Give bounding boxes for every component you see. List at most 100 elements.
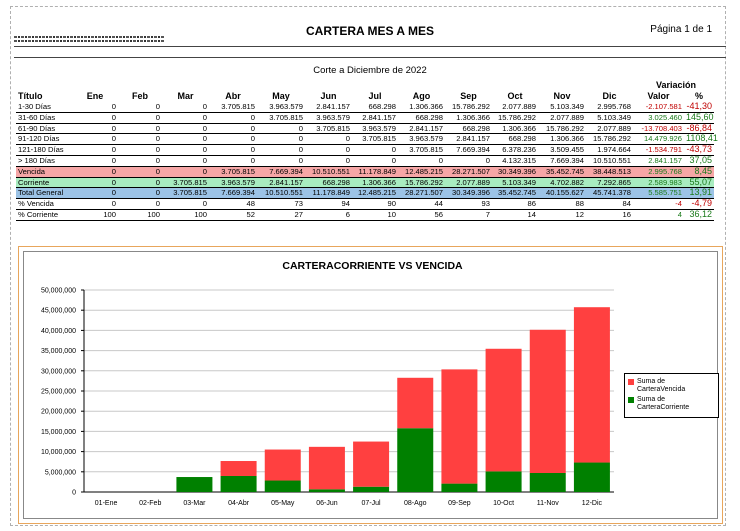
table-cell: 86	[492, 198, 538, 210]
table-cell: 3.963.579	[209, 177, 257, 189]
table-row: 121-180 Días 0 0 0 0 0 0 0 3.705.815 7.669.394 6.3…	[16, 144, 714, 156]
table-cell: 0	[72, 198, 118, 210]
bar-segment	[353, 486, 390, 492]
table-header-top: Variación	[16, 80, 714, 91]
table-cell: 6.378.236	[492, 144, 538, 156]
table-cell: 14.479.926	[633, 133, 684, 146]
table-cell: 0	[72, 177, 118, 189]
y-tick-label: 50,000,000	[41, 288, 76, 295]
row-label: % Corriente	[16, 209, 72, 221]
table-cell: 0	[118, 133, 162, 146]
table-cell: 0	[72, 144, 118, 156]
row-label: 61-90 Días	[16, 123, 72, 135]
table-cell: 3.963.579	[352, 123, 398, 135]
table-cell: 7.669.394	[257, 166, 305, 178]
table-cell: 0	[162, 133, 209, 146]
table-cell: 84	[586, 198, 633, 210]
table-cell: 1108,41	[684, 133, 718, 146]
legend-swatch-green	[628, 397, 634, 403]
x-tick-label: 07-Jul	[362, 500, 382, 507]
bar-segment	[353, 441, 390, 487]
x-tick-label: 12-Dic	[582, 500, 603, 507]
table-cell: 5.585.751	[633, 187, 684, 200]
column-header: Valor	[647, 91, 670, 101]
table-cell: -1.534.791	[633, 144, 684, 156]
table-cell: 3.705.815	[398, 144, 445, 156]
table-cell: 3.963.579	[305, 112, 352, 124]
table-cell: 7	[445, 209, 492, 221]
table-cell: 0	[305, 155, 352, 167]
table-cell: 5.103.349	[538, 102, 586, 113]
header-spacer	[492, 80, 538, 91]
y-tick-label: 15,000,000	[41, 429, 76, 436]
table-cell: 2.995.768	[586, 102, 633, 113]
table-cell: 2.841.157	[257, 177, 305, 189]
row-label: > 180 Días	[16, 155, 72, 167]
row-label: 91-120 Días	[16, 133, 72, 146]
table-cell: 0	[209, 144, 257, 156]
page-border	[10, 6, 726, 526]
column-header: Dic	[602, 91, 617, 101]
table-cell: 0	[398, 155, 445, 167]
table-cell: 0	[305, 144, 352, 156]
table-cell: 0	[352, 155, 398, 167]
header-spacer	[352, 80, 398, 91]
row-label: 1-30 Días	[16, 102, 72, 113]
table-cell: 14	[492, 209, 538, 221]
table-cell: 7.669.394	[538, 155, 586, 167]
chart-legend: Suma de CarteraVencida Suma de CarteraCo…	[624, 373, 719, 418]
table-cell: 44	[398, 198, 445, 210]
table-cell: 10	[352, 209, 398, 221]
table-cell: 45.741.378	[586, 187, 633, 200]
column-header: Feb	[131, 91, 148, 101]
row-label: Corriente	[16, 177, 72, 189]
y-tick-label: 10,000,000	[41, 449, 76, 456]
table-cell: 11.178.849	[305, 187, 352, 200]
table-cell: -13.708.403	[633, 123, 684, 135]
table-cell: 2.589.983	[633, 177, 684, 189]
row-label: 121-180 Días	[16, 144, 72, 156]
header-spacer	[586, 80, 633, 91]
legend-label-vencida: Suma de CarteraVencida	[637, 378, 686, 393]
table-row: Total General 0 0 3.705.815 7.669.394 10.510.…	[16, 187, 714, 200]
table-cell: 0	[445, 155, 492, 167]
column-header: Jun	[320, 91, 337, 101]
x-tick-label: 08-Ago	[404, 500, 427, 507]
table-cell: 37,05	[684, 155, 714, 167]
chart-area: CARTERACORRIENTE VS VENCIDA 0 5,000,000 10…	[23, 251, 719, 519]
table-cell: 0	[118, 187, 162, 200]
table-cell: 1.306.366	[538, 133, 586, 146]
bar-segment	[220, 475, 257, 492]
table-cell: 27	[257, 209, 305, 221]
bar-segment	[308, 446, 345, 490]
bar-segment	[573, 307, 610, 463]
table-cell: 13,91	[684, 188, 714, 200]
table-cell: 668.298	[398, 112, 445, 124]
column-header: Ago	[412, 91, 431, 101]
column-header: Jul	[368, 91, 382, 101]
table-cell: 0	[72, 133, 118, 146]
table-row: 61-90 Días 0 0 0 0 0 3.705.815 3.963.579 2.841.1…	[16, 123, 714, 135]
bar-segment	[485, 348, 522, 472]
x-tick-label: 01-Ene	[95, 500, 118, 507]
legend-swatch-red	[628, 379, 634, 385]
bar-segment	[308, 489, 345, 492]
y-tick-label: 5,000,000	[45, 469, 76, 476]
x-tick-label: 10-Oct	[493, 500, 514, 507]
column-header: Oct	[507, 91, 523, 101]
header-spacer	[16, 80, 72, 91]
y-tick-label: 45,000,000	[41, 308, 76, 315]
table-cell: 0	[72, 187, 118, 200]
table-cell: 15.786.292	[586, 133, 633, 146]
table-cell: 10.510.551	[305, 166, 352, 178]
table-cell: 48	[209, 198, 257, 210]
table-cell: 10.510.551	[586, 155, 633, 167]
table-header: Título Ene Feb Mar Abr May Jun Jul Ago Sep Oct Nov D…	[16, 91, 714, 102]
y-tick-label: 25,000,000	[41, 389, 76, 396]
table-cell: 668.298	[492, 133, 538, 146]
table-cell: 0	[118, 112, 162, 124]
table-cell: 28.271.507	[445, 166, 492, 178]
column-header: %	[694, 91, 703, 101]
table-cell: 73	[257, 198, 305, 210]
row-label: Vencida	[16, 166, 72, 178]
